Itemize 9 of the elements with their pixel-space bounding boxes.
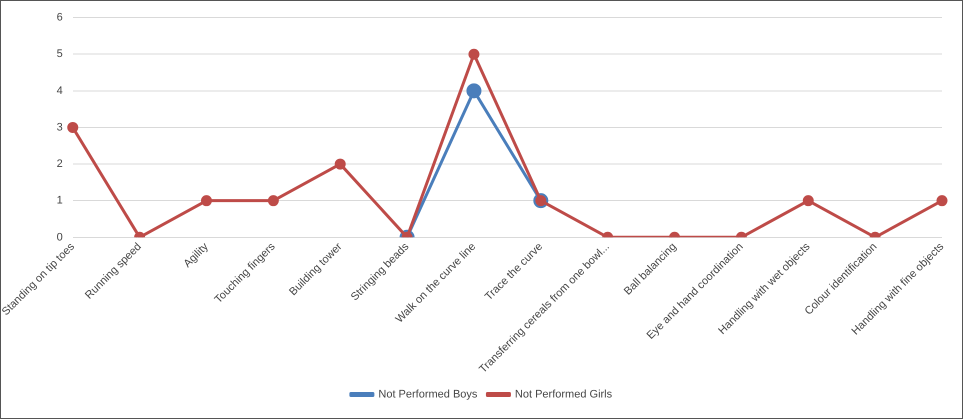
legend-label: Not Performed Boys [378,388,478,401]
y-tick-label: 4 [56,84,63,97]
y-tick-label: 5 [56,48,63,60]
y-tick-label: 1 [56,194,63,207]
legend-label: Not Performed Girls [514,388,613,401]
y-tick-label: 0 [56,231,63,244]
y-tick-label: 2 [56,158,63,170]
y-tick-label: 6 [56,12,63,24]
y-tick-label: 3 [56,121,63,134]
